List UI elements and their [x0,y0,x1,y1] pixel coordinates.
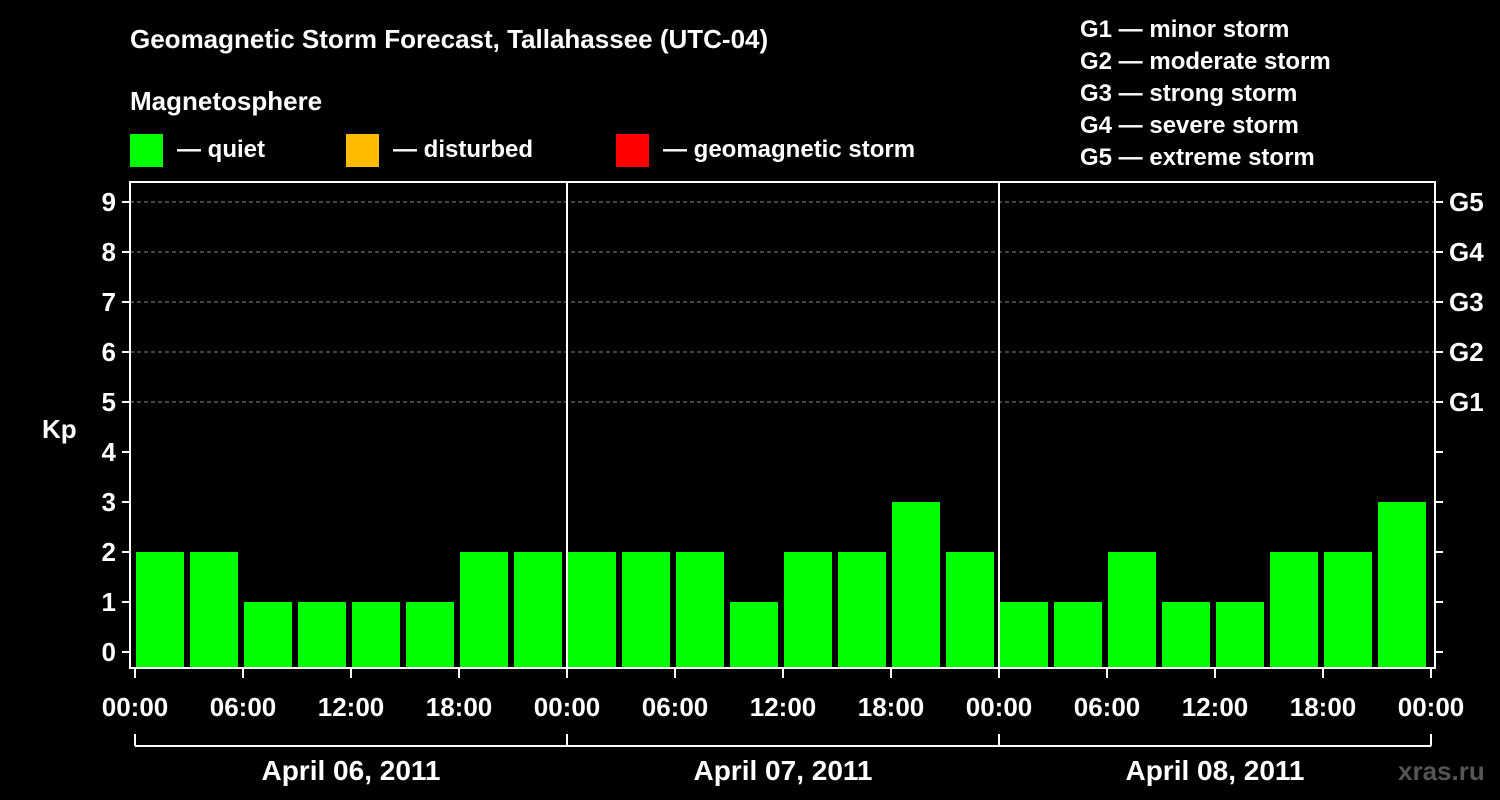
x-tick-label: 00:00 [966,692,1033,722]
legend-label-disturbed: — disturbed [393,136,533,163]
storm-level-g5: G5 — extreme storm [1080,144,1315,171]
x-tick-label: 12:00 [318,692,385,722]
kp-bar [136,552,184,668]
x-tick-label: 06:00 [1074,692,1141,722]
watermark: xras.ru [1398,756,1485,786]
x-tick-label: 18:00 [858,692,925,722]
storm-level-g2: G2 — moderate storm [1080,48,1331,75]
x-tick-label: 18:00 [1290,692,1357,722]
kp-bar [1054,602,1102,668]
kp-bar [1108,552,1156,668]
kp-bar [1162,602,1210,668]
y-tick-label: 9 [102,187,116,217]
y-tick-label: 1 [102,587,116,617]
x-tick-label: 06:00 [210,692,277,722]
kp-bar [406,602,454,668]
grid-layer [130,201,1435,403]
day-label: April 06, 2011 [261,755,440,786]
right-tick-label: G5 [1449,187,1484,217]
legend-label-storm: — geomagnetic storm [663,136,915,163]
y-tick-label: 0 [102,637,116,667]
y-tick-label: 7 [102,287,116,317]
y-tick-label: 2 [102,537,116,567]
kp-bar [568,552,616,668]
kp-bar [838,552,886,668]
kp-bar [1378,502,1426,668]
legend-title: Magnetosphere [130,86,322,116]
kp-bar [676,552,724,668]
right-tick-label: G4 [1449,237,1484,267]
kp-bar [460,552,508,668]
day-label: April 07, 2011 [693,755,872,786]
kp-bar [352,602,400,668]
day-label: April 08, 2011 [1125,755,1304,786]
x-tick-label: 00:00 [1398,692,1465,722]
x-tick-label: 12:00 [750,692,817,722]
x-tick-label: 00:00 [534,692,601,722]
kp-bar [622,552,670,668]
y-tick-label: 8 [102,237,116,267]
kp-bar [298,602,346,668]
x-tick-label: 12:00 [1182,692,1249,722]
storm-level-g4: G4 — severe storm [1080,112,1299,139]
axis-layer: 0 1 2 3 4 5 6 7 8 9 G1 G2 G3 G4 G5 00:00 06:00 12:00 18:00… [102,181,1484,786]
kp-bar [244,602,292,668]
right-tick-label: G2 [1449,337,1484,367]
kp-bar [730,602,778,668]
y-tick-label: 5 [102,387,116,417]
kp-bar [946,552,994,668]
chart-title: Geomagnetic Storm Forecast, Tallahassee … [130,24,768,54]
kp-bar [784,552,832,668]
legend-label-quiet: — quiet [177,136,265,163]
legend-swatch-disturbed [346,134,379,167]
y-tick-label: 3 [102,487,116,517]
kp-bar [892,502,940,668]
kp-bar [1270,552,1318,668]
x-tick-label: 06:00 [642,692,709,722]
y-axis-label: Kp [42,414,77,444]
storm-level-g1: G1 — minor storm [1080,16,1289,43]
legend-swatch-storm [616,134,649,167]
kp-bar [1000,602,1048,668]
plot-frame [129,181,1436,669]
right-tick-label: G3 [1449,287,1484,317]
y-tick-label: 4 [102,437,117,467]
y-tick-label: 6 [102,337,116,367]
kp-bar [1216,602,1264,668]
x-tick-label: 18:00 [426,692,493,722]
kp-bar [514,552,562,668]
x-tick-label: 00:00 [102,692,169,722]
bar-layer [136,502,1426,668]
kp-bar [190,552,238,668]
right-tick-label: G1 [1449,387,1484,417]
legend-swatch-quiet [130,134,163,167]
storm-level-g3: G3 — strong storm [1080,80,1297,107]
kp-bar [1324,552,1372,668]
